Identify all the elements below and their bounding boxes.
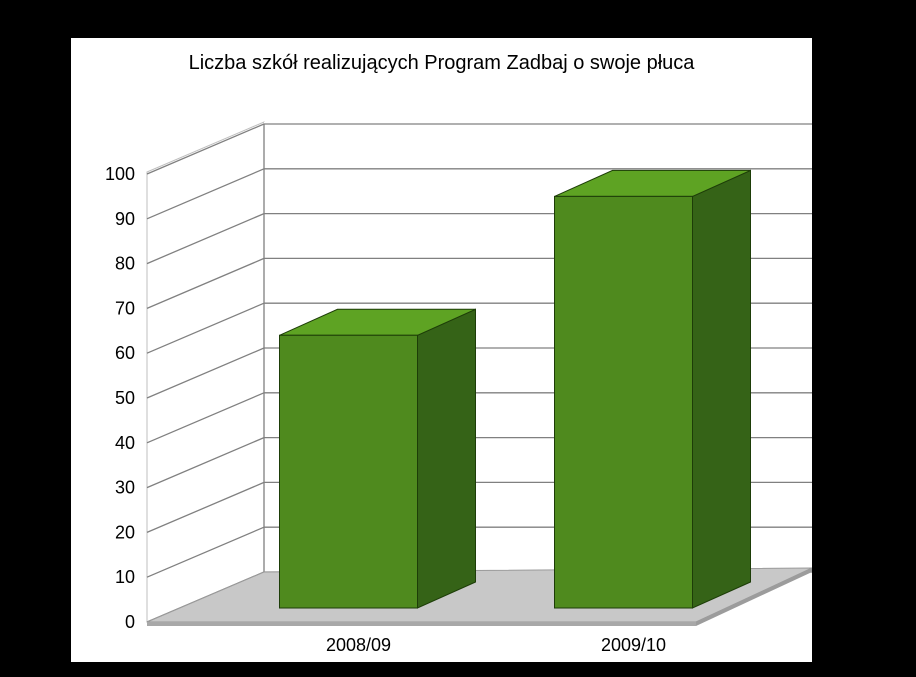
bar	[554, 169, 751, 609]
bar-front	[279, 334, 418, 609]
y-tick-label: 10	[115, 567, 135, 587]
gridline-diagonal	[146, 123, 265, 175]
gridline-diagonal	[146, 392, 265, 444]
y-tick-label: 20	[115, 522, 135, 542]
y-axis-ticks: 0 10 20 30 40 50 60 70 80 90 100	[105, 164, 135, 632]
y-tick-label: 30	[115, 478, 135, 498]
floor-edge	[147, 622, 696, 626]
bar-chart: 0 10 20 30 40 50 60 70 80 90 100 2008/09 2009/10	[105, 121, 812, 655]
bar-front	[554, 195, 693, 609]
y-tick-label: 100	[105, 164, 135, 184]
y-tick-label: 60	[115, 343, 135, 363]
floor-side-edge	[696, 568, 812, 626]
y-tick-label: 0	[125, 612, 135, 632]
y-tick-label: 70	[115, 298, 135, 318]
gridline-diagonal	[146, 481, 265, 533]
y-tick-label: 50	[115, 388, 135, 408]
gridline-diagonal	[146, 168, 265, 220]
gridline-diagonal	[146, 437, 265, 489]
gridline-diagonal	[146, 526, 265, 578]
x-category-label: 2009/10	[601, 635, 666, 655]
y-tick-label: 40	[115, 433, 135, 453]
x-axis-categories: 2008/09 2009/10	[326, 635, 666, 655]
gridline-diagonal	[146, 302, 265, 354]
x-category-label: 2008/09	[326, 635, 391, 655]
gridline-diagonal	[146, 213, 265, 265]
side-wall	[146, 121, 265, 623]
bars	[279, 169, 751, 609]
y-tick-label: 80	[115, 254, 135, 274]
chart-panel: Liczba szkół realizujących Program Zadba…	[71, 38, 812, 662]
bar	[279, 308, 476, 609]
y-tick-label: 90	[115, 209, 135, 229]
chart-title: Liczba szkół realizujących Program Zadba…	[188, 52, 695, 74]
gridline-diagonal	[146, 347, 265, 399]
bar-side	[417, 308, 476, 609]
bar-side	[692, 169, 751, 609]
gridline-diagonal	[146, 257, 265, 309]
